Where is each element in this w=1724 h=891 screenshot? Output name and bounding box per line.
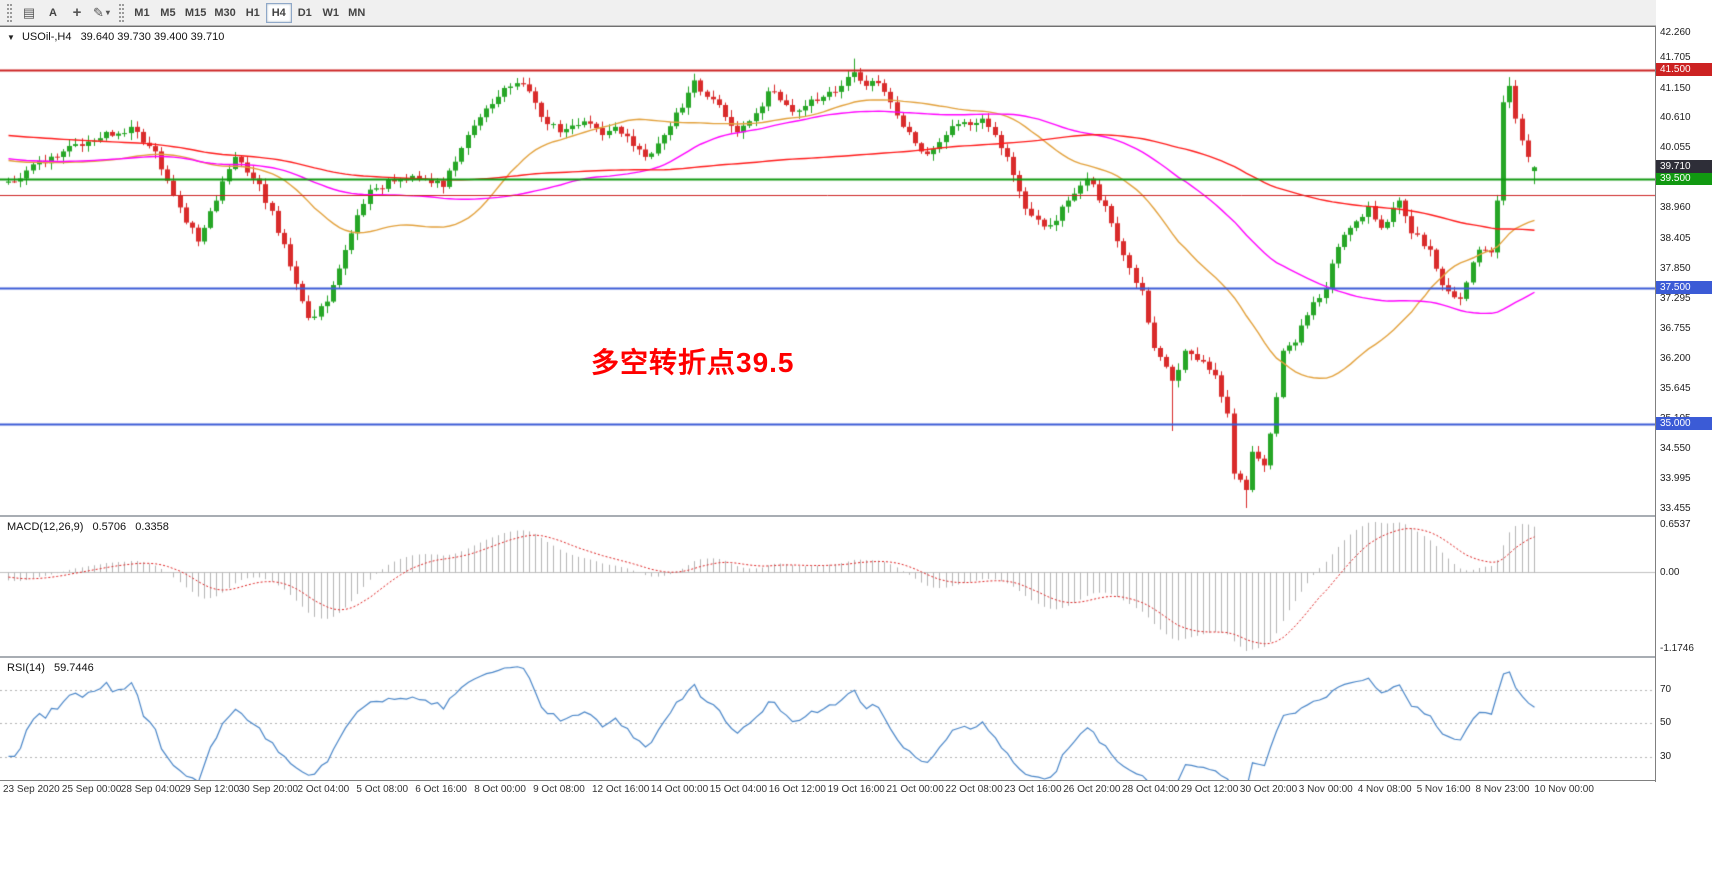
time-axis-label: 15 Oct 04:00 <box>709 784 768 795</box>
chevron-down-icon: ▾ <box>105 8 110 17</box>
toolbar-grip[interactable] <box>118 3 124 22</box>
time-axis-label: 16 Oct 12:00 <box>768 784 826 795</box>
timeframe-w1-button[interactable]: W1 <box>322 6 339 19</box>
time-axis-label: 25 Sep 00:00 <box>61 784 122 795</box>
timeframe-h4-button[interactable]: H4 <box>265 2 292 23</box>
time-axis-label: 28 Oct 04:00 <box>1122 784 1180 795</box>
macd-scale-label: 0.00 <box>1660 566 1680 578</box>
time-axis-label: 5 Oct 08:00 <box>356 784 409 795</box>
macd-value-signal: 0.3358 <box>135 521 169 533</box>
chart-windows-button[interactable]: ▤ <box>17 3 41 23</box>
rsi-header: RSI(14) 59.7446 <box>7 662 94 674</box>
time-axis-label: 21 Oct 00:00 <box>886 784 944 795</box>
crosshair-tool-button[interactable]: + <box>65 3 89 23</box>
rsi-label: RSI(14) <box>7 662 45 674</box>
price-line-label: 39.500 <box>1656 171 1712 185</box>
time-axis-label: 14 Oct 00:00 <box>650 784 709 795</box>
time-axis-label: 22 Oct 08:00 <box>945 784 1003 795</box>
time-axis-label: 29 Sep 12:00 <box>179 784 240 795</box>
time-axis-label: 30 Oct 20:00 <box>1239 784 1298 795</box>
timeframe-mn-button[interactable]: MN <box>348 6 366 19</box>
price-scale-label: 36.755 <box>1660 322 1691 334</box>
price-scale-label: 40.055 <box>1660 142 1691 154</box>
panel-divider[interactable] <box>0 515 1724 517</box>
price-scale-label: 41.150 <box>1660 82 1691 94</box>
cursor-tool-label: A <box>49 6 57 19</box>
time-axis-label: 28 Sep 04:00 <box>120 784 181 795</box>
time-axis-label: 4 Nov 08:00 <box>1357 784 1412 795</box>
time-axis-label: 8 Oct 00:00 <box>474 784 526 795</box>
rsi-panel-canvas[interactable] <box>0 658 1655 780</box>
timeframe-h1-button[interactable]: H1 <box>245 6 260 19</box>
chart-header: ▼ USOil-,H4 39.640 39.730 39.400 39.710 <box>7 31 224 43</box>
macd-scale-label: 0.6537 <box>1660 519 1691 530</box>
time-axis-label: 2 Oct 04:00 <box>297 784 350 795</box>
time-axis-label: 19 Oct 16:00 <box>827 784 885 795</box>
price-line-label: 35.000 <box>1656 417 1712 431</box>
panel-divider[interactable] <box>0 656 1724 658</box>
cursor-tool-button[interactable]: A <box>41 3 65 23</box>
price-scale-label: 42.260 <box>1660 27 1691 38</box>
timeframe-m1-button[interactable]: M1 <box>134 6 150 19</box>
price-scale-label: 35.645 <box>1660 383 1691 395</box>
price-scale-label: 37.850 <box>1660 262 1691 274</box>
time-axis-label: 26 Oct 20:00 <box>1063 784 1121 795</box>
time-axis-label: 3 Nov 00:00 <box>1298 784 1353 795</box>
rsi-value: 59.7446 <box>53 662 94 674</box>
chart-toolbar: ▤ A + ✎ ▾ M1 M5 M15 M30 H1 H4 D1 W1 MN <box>0 0 1724 26</box>
time-axis-label: 29 Oct 12:00 <box>1181 784 1239 795</box>
macd-value-main: 0.5706 <box>92 521 127 533</box>
rsi-scale-label: 70 <box>1660 683 1672 695</box>
scale-border <box>1655 26 1656 798</box>
pencil-icon: ✎ <box>93 4 104 20</box>
time-axis-label: 6 Oct 16:00 <box>415 784 467 795</box>
macd-panel-canvas[interactable] <box>0 517 1655 656</box>
price-scale-label: 36.200 <box>1660 352 1691 364</box>
price-scale-label: 38.405 <box>1660 232 1691 244</box>
time-axis-label: 8 Nov 23:00 <box>1475 784 1530 795</box>
price-scale-label: 40.610 <box>1660 112 1691 124</box>
rsi-scale-label: 50 <box>1660 717 1672 729</box>
time-axis-label: 5 Nov 16:00 <box>1416 784 1471 795</box>
rsi-scale-label: 30 <box>1660 750 1672 762</box>
ohlc-values: 39.640 39.730 39.400 39.710 <box>80 31 225 43</box>
time-axis[interactable]: 23 Sep 2020 25 Sep 00:00 28 Sep 04:00 29 Se… <box>0 782 1724 798</box>
crosshair-icon: + <box>72 4 82 21</box>
axis-divider <box>0 780 1724 781</box>
line-studies-dropdown-button[interactable]: ✎ ▾ <box>89 3 114 23</box>
price-scale-label: 33.995 <box>1660 473 1691 485</box>
time-axis-label: 30 Sep 20:00 <box>238 784 299 795</box>
timeframe-d1-button[interactable]: D1 <box>297 6 312 19</box>
timeframe-m30-button[interactable]: M30 <box>214 6 236 19</box>
price-scale-label: 33.455 <box>1660 502 1691 514</box>
price-chart-canvas[interactable] <box>0 27 1655 515</box>
chart-annotation-text[interactable]: 多空转折点39.5 <box>591 347 795 378</box>
time-axis-label: 23 Sep 2020 <box>3 784 60 795</box>
macd-scale-label: -1.1746 <box>1660 643 1694 654</box>
macd-header: MACD(12,26,9) 0.5706 0.3358 <box>7 521 169 533</box>
time-axis-label: 23 Oct 16:00 <box>1004 784 1062 795</box>
collapse-icon[interactable]: ▼ <box>7 33 15 42</box>
timeframe-m15-button[interactable]: M15 <box>184 6 207 19</box>
price-scale-label: 38.960 <box>1660 202 1691 214</box>
time-axis-label: 9 Oct 08:00 <box>533 784 585 795</box>
timeframe-m5-button[interactable]: M5 <box>160 6 176 19</box>
price-scale[interactable]: 42.260 41.705 41.150 40.610 40.055 39.500 38.9… <box>1656 0 1724 798</box>
time-axis-label: 12 Oct 16:00 <box>592 784 650 795</box>
symbol-period-label: USOil-,H4 <box>21 31 72 43</box>
toolbar-grip[interactable] <box>7 3 12 22</box>
current-price-label: 39.710 <box>1656 160 1712 174</box>
time-axis-label: 10 Nov 00:00 <box>1534 784 1594 795</box>
price-scale-label: 34.550 <box>1660 443 1691 455</box>
macd-label: MACD(12,26,9) <box>7 521 84 533</box>
chart-top-border <box>0 26 1724 27</box>
chart-grid-icon: ▤ <box>22 4 36 20</box>
price-line-label: 41.500 <box>1656 62 1712 76</box>
price-scale-label: 41.705 <box>1660 52 1691 64</box>
price-scale-label: 37.295 <box>1660 293 1691 305</box>
price-line-label: 37.500 <box>1656 280 1712 294</box>
